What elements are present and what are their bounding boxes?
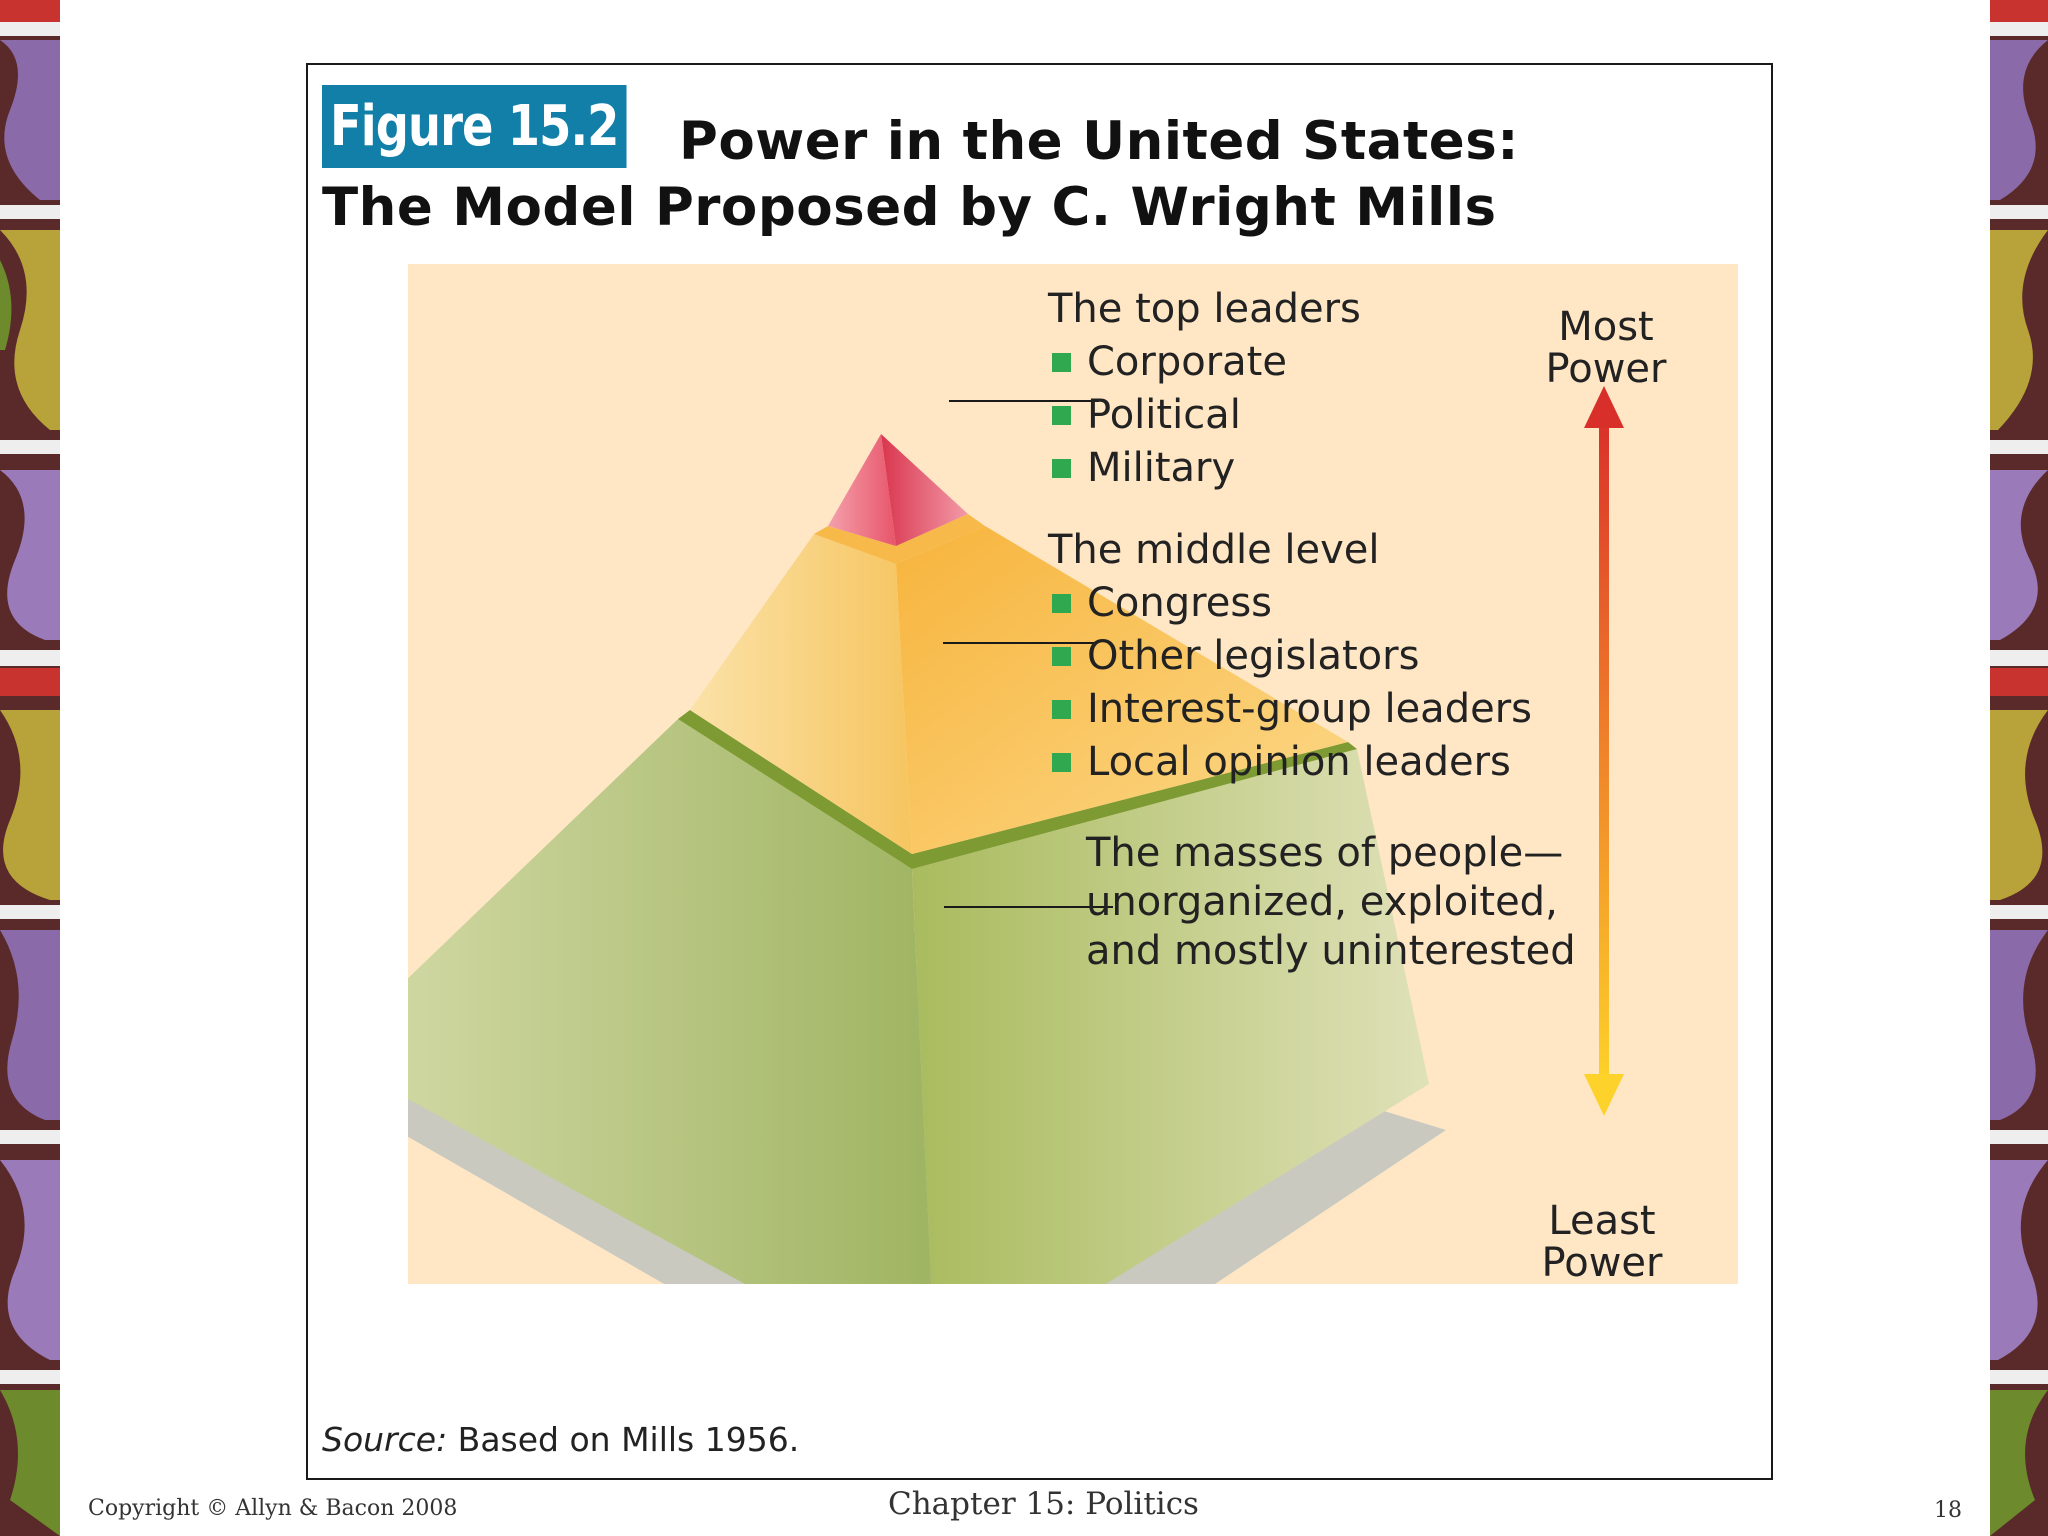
bullet-icon — [1052, 594, 1071, 613]
pyramid-top-right — [881, 434, 968, 546]
decorative-border-left — [0, 0, 60, 1536]
figure-badge: Figure 15.2 — [322, 85, 627, 168]
masses-line: unorganized, exploited, — [1086, 879, 1558, 925]
pyramid-base-left — [408, 719, 932, 1284]
level-middle-heading: The middle level — [1048, 527, 1380, 573]
level-top-heading: The top leaders — [1048, 286, 1361, 332]
bullet-icon — [1052, 406, 1071, 425]
page-number: 18 — [1934, 1498, 1962, 1523]
bullet-icon — [1052, 353, 1071, 372]
most-power-label: Most Power — [1545, 304, 1667, 392]
power-pyramid — [408, 386, 1624, 1284]
pyramid-base-right — [912, 749, 1429, 1284]
chapter-title: Chapter 15: Politics — [888, 1486, 1199, 1522]
pyramid-base-rim — [678, 710, 1357, 869]
level-top-item: Corporate — [1048, 336, 1361, 389]
level-top-leaders: The top leaders Corporate Political Mili… — [1048, 282, 1361, 495]
bullet-icon — [1052, 700, 1071, 719]
masses-line: The masses of people— — [1086, 830, 1564, 876]
power-scale-arrow — [1584, 386, 1624, 1116]
bullet-icon — [1052, 753, 1071, 772]
figure-title-line1: Power in the United States: — [679, 111, 1519, 172]
least-power-label: Least Power — [1541, 1198, 1663, 1286]
pyramid-middle-right — [896, 526, 1348, 854]
figure-title-line2: The Model Proposed by C. Wright Mills — [322, 177, 1497, 238]
bullet-icon — [1052, 647, 1071, 666]
level-top-item: Military — [1048, 442, 1361, 495]
pyramid-middle-left — [690, 534, 912, 854]
level-middle-item: Congress — [1048, 577, 1532, 630]
level-middle-item: Local opinion leaders — [1048, 736, 1532, 789]
decorative-border-right — [1990, 0, 2048, 1536]
figure-frame: Figure 15.2 Power in the United States: … — [306, 63, 1773, 1480]
level-middle-item: Interest-group leaders — [1048, 683, 1532, 736]
level-masses: The masses of people— unorganized, explo… — [1086, 829, 1576, 976]
pyramid-top-left — [828, 434, 896, 546]
diagram-panel: The top leaders Corporate Political Mili… — [408, 264, 1738, 1284]
level-top-item: Political — [1048, 389, 1361, 442]
masses-line: and mostly uninterested — [1086, 928, 1576, 974]
figure-source: Source: Based on Mills 1956. — [322, 1420, 800, 1459]
bullet-icon — [1052, 459, 1071, 478]
level-middle-item: Other legislators — [1048, 630, 1532, 683]
level-middle: The middle level Congress Other legislat… — [1048, 523, 1532, 789]
pyramid-middle-rim — [814, 514, 985, 564]
copyright-text: Copyright © Allyn & Bacon 2008 — [88, 1496, 458, 1521]
